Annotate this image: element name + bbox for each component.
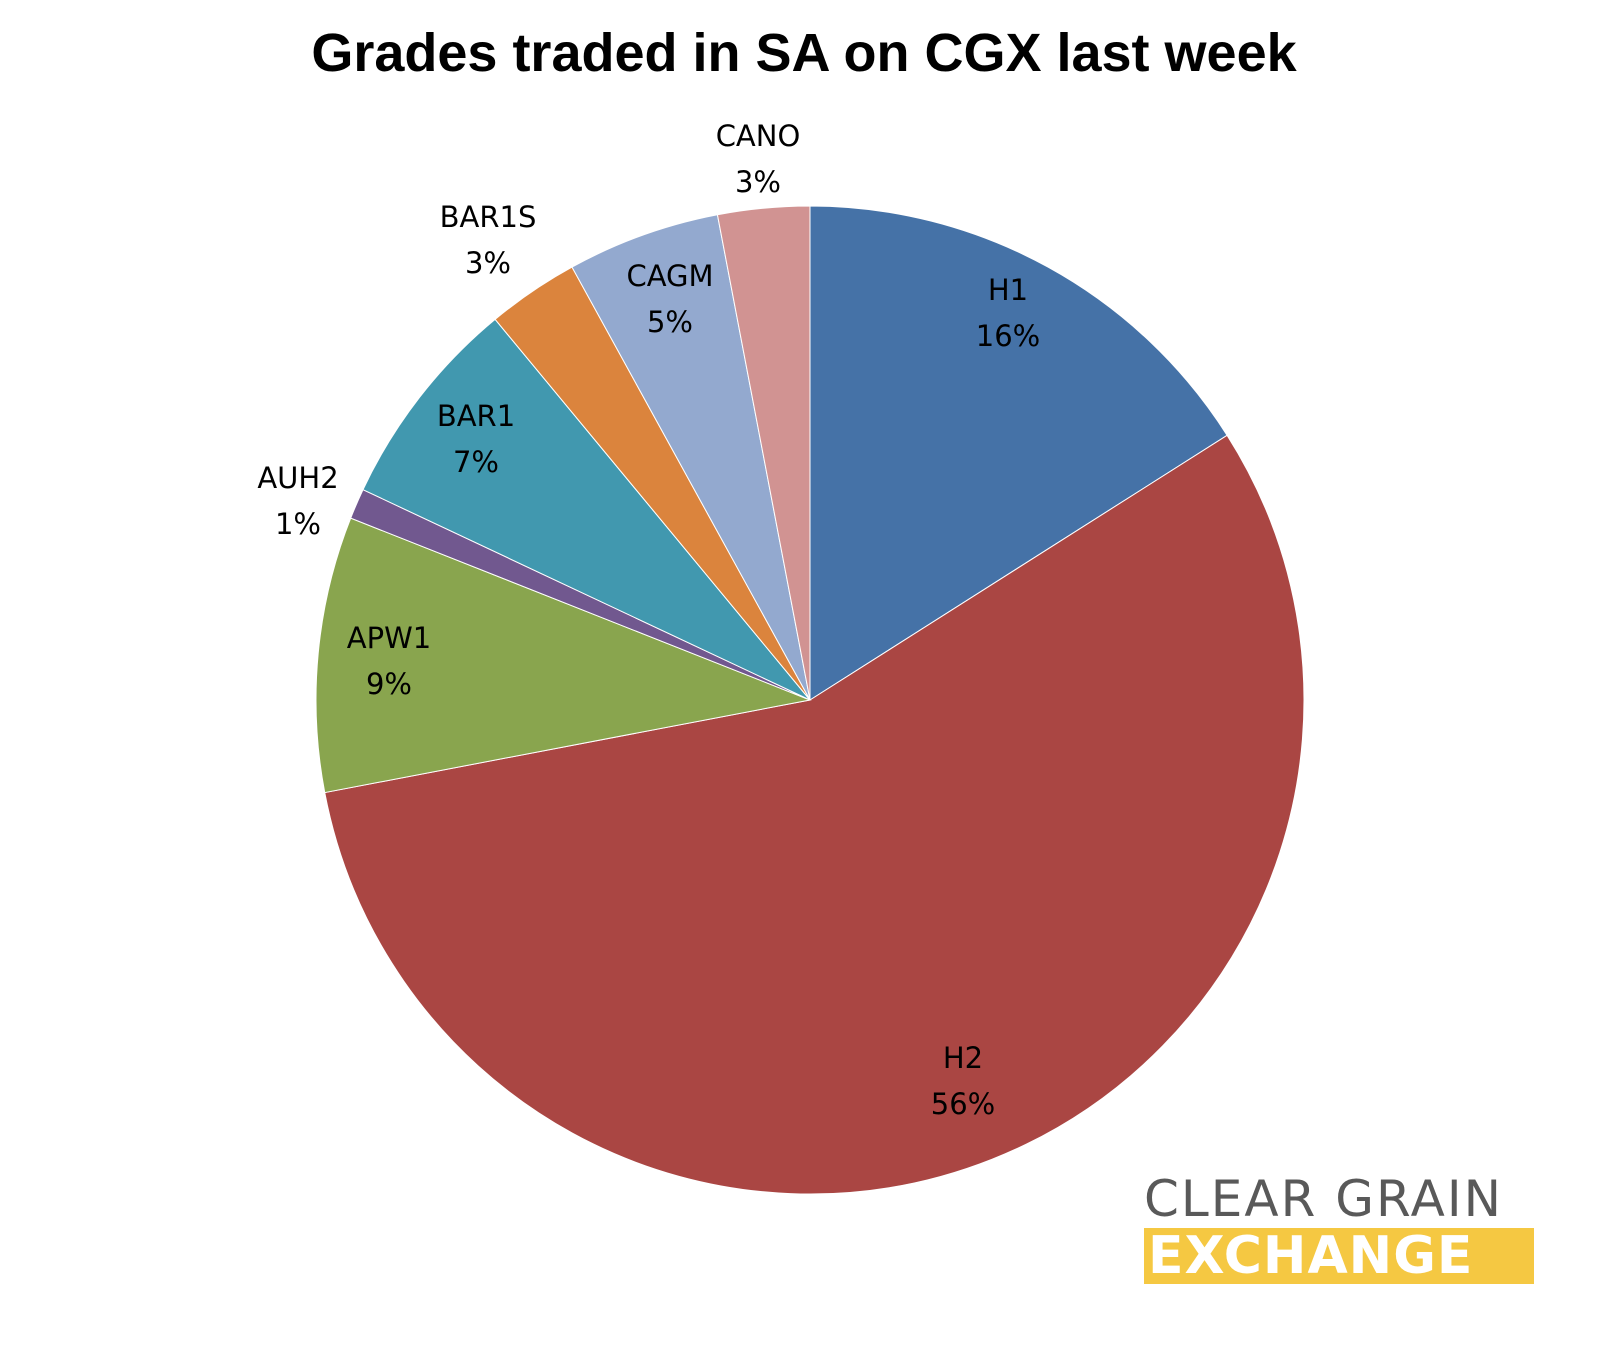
logo-line-1: CLEAR GRAIN (1144, 1170, 1504, 1228)
slice-label-cagm: CAGM (626, 259, 713, 293)
logo-line-2: EXCHANGE (1144, 1228, 1534, 1284)
slice-value-apw1: 9% (366, 667, 412, 701)
pie-slice-cano (716, 205, 811, 701)
slice-value-cagm: 5% (647, 305, 693, 339)
slice-label-bar1: BAR1 (437, 399, 515, 433)
slice-value-h2: 56% (931, 1087, 995, 1121)
pie-slice-apw1 (315, 517, 812, 794)
slice-label-cano: CANO (716, 119, 801, 153)
slice-label-h2: H2 (943, 1041, 983, 1075)
slice-value-bar1: 7% (453, 445, 499, 479)
slice-label-apw1: APW1 (347, 621, 431, 655)
pie-slice-h2 (324, 434, 1305, 1195)
pie-slice-cagm (571, 214, 811, 701)
clear-grain-exchange-logo: CLEAR GRAIN EXCHANGE (1144, 1172, 1534, 1284)
slice-label-h1: H1 (988, 273, 1028, 307)
slice-value-cano: 3% (735, 165, 781, 199)
chart-title: Grades traded in SA on CGX last week (311, 23, 1297, 83)
slice-value-bar1s: 3% (465, 246, 511, 280)
slice-label-bar1s: BAR1S (440, 200, 537, 234)
pie-slice-bar1 (362, 318, 811, 701)
slice-value-auh2: 1% (275, 507, 321, 541)
slice-value-h1: 16% (976, 319, 1040, 353)
slice-label-auh2: AUH2 (257, 461, 338, 495)
pie-slice-h1 (809, 205, 1228, 701)
